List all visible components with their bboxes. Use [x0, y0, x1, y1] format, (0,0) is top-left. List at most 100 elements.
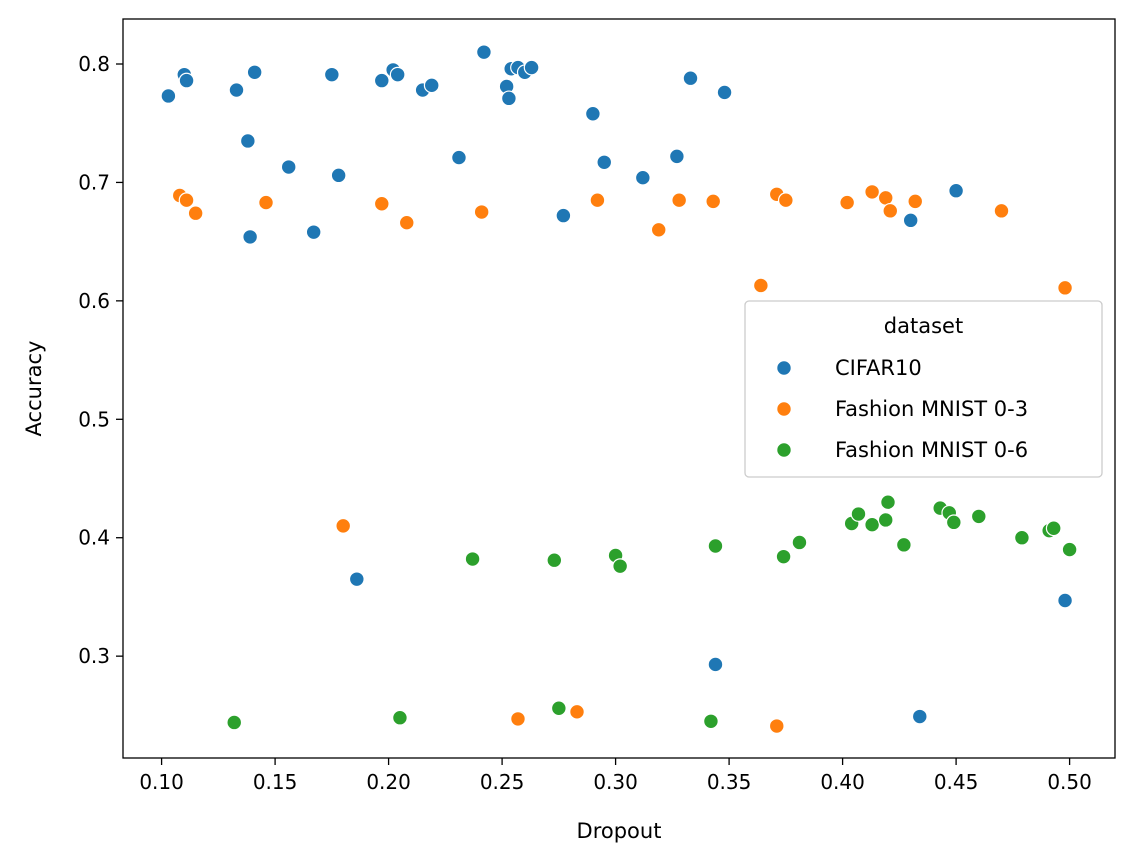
- data-point: [839, 194, 856, 211]
- data-point: [228, 82, 245, 98]
- data-point: [348, 571, 365, 588]
- data-point: [258, 194, 274, 211]
- data-point: [246, 64, 263, 81]
- data-point: [634, 169, 651, 186]
- data-point: [160, 88, 177, 104]
- x-tick-label: 0.50: [1047, 770, 1092, 794]
- plot-frame: [122, 18, 1116, 759]
- data-point: [178, 72, 195, 89]
- data-point: [584, 105, 601, 122]
- data-point: [473, 204, 490, 220]
- legend-entry-label: Fashion MNIST 0-6: [835, 438, 1028, 462]
- y-tick-label: 0.3: [78, 644, 110, 668]
- data-point: [877, 512, 894, 528]
- x-tick-label: 0.35: [707, 770, 752, 794]
- x-tick-label: 0.15: [253, 770, 298, 794]
- data-point: [373, 72, 390, 89]
- data-point: [550, 700, 567, 717]
- legend-marker: [776, 442, 792, 458]
- y-tick-label: 0.7: [78, 170, 110, 194]
- data-point: [330, 167, 347, 184]
- data-point: [280, 159, 297, 175]
- data-point: [864, 184, 881, 200]
- data-point: [993, 202, 1010, 219]
- legend-box: [744, 300, 1103, 478]
- data-point: [895, 536, 912, 553]
- y-tick-label: 0.8: [78, 52, 110, 76]
- y-axis-label: Accuracy: [22, 341, 46, 437]
- data-point: [392, 709, 408, 726]
- data-point: [546, 552, 563, 569]
- x-tick-label: 0.45: [934, 770, 979, 794]
- data-point: [187, 205, 204, 222]
- data-point: [323, 66, 340, 83]
- legend-title: dataset: [884, 314, 963, 338]
- data-point: [705, 193, 722, 210]
- data-point: [596, 154, 613, 171]
- data-point: [569, 703, 585, 720]
- data-point: [864, 516, 881, 533]
- data-point: [555, 207, 572, 224]
- data-point: [523, 59, 540, 76]
- legend-entry-label: CIFAR10: [835, 356, 922, 380]
- data-point: [451, 149, 467, 166]
- data-point: [242, 229, 259, 245]
- x-tick-label: 0.30: [593, 770, 638, 794]
- data-point: [510, 711, 526, 727]
- x-tick-label: 0.40: [820, 770, 865, 794]
- legend: dataset CIFAR10 Fashion MNIST 0-3 Fashion …: [744, 300, 1103, 478]
- data-point: [612, 558, 629, 575]
- data-point: [768, 718, 785, 734]
- x-axis-label: Dropout: [577, 819, 662, 843]
- data-point: [902, 212, 919, 229]
- data-point: [464, 551, 481, 567]
- data-point: [716, 84, 733, 101]
- data-point: [389, 66, 406, 83]
- data-point: [970, 508, 987, 525]
- legend-marker: [776, 401, 792, 417]
- data-point: [707, 538, 724, 554]
- data-point: [791, 534, 808, 551]
- data-point: [850, 506, 867, 522]
- data-point: [335, 517, 352, 534]
- data-point: [650, 221, 667, 238]
- data-point: [880, 494, 896, 511]
- data-point: [911, 708, 928, 725]
- data-point: [752, 277, 769, 294]
- y-tick-label: 0.6: [78, 289, 110, 313]
- y-tick-label: 0.4: [78, 526, 110, 550]
- data-point: [777, 192, 794, 209]
- data-point: [1045, 520, 1062, 537]
- data-point: [1057, 592, 1073, 609]
- data-point: [703, 713, 719, 730]
- data-point: [373, 195, 390, 212]
- data-point: [398, 214, 415, 231]
- data-point: [1014, 529, 1030, 546]
- x-tick-label: 0.20: [366, 770, 411, 794]
- data-point: [707, 656, 724, 673]
- data-point: [501, 90, 517, 107]
- x-tick-label: 0.10: [139, 770, 184, 794]
- y-tick-label: 0.5: [78, 407, 110, 431]
- data-point: [239, 133, 256, 149]
- data-point: [671, 192, 688, 209]
- data-point: [907, 193, 924, 210]
- axis-ticks: 0.10 0.15 0.20 0.25 0.30 0.35 0.40 0.45 0.50 0.3 0…: [78, 52, 1092, 794]
- data-point: [226, 714, 243, 731]
- data-point: [305, 224, 322, 241]
- data-point: [682, 70, 699, 87]
- data-point: [668, 148, 685, 165]
- data-point: [423, 77, 440, 94]
- data-point: [775, 548, 792, 565]
- data-point: [945, 514, 962, 531]
- data-point: [877, 189, 894, 206]
- data-point: [1061, 541, 1078, 558]
- x-tick-label: 0.25: [480, 770, 525, 794]
- data-point: [589, 192, 606, 209]
- data-points: [160, 44, 1078, 734]
- data-point: [948, 182, 964, 199]
- legend-marker: [776, 360, 792, 376]
- legend-entries: CIFAR10 Fashion MNIST 0-3 Fashion MNIST 0-…: [776, 356, 1028, 462]
- data-point: [882, 202, 899, 219]
